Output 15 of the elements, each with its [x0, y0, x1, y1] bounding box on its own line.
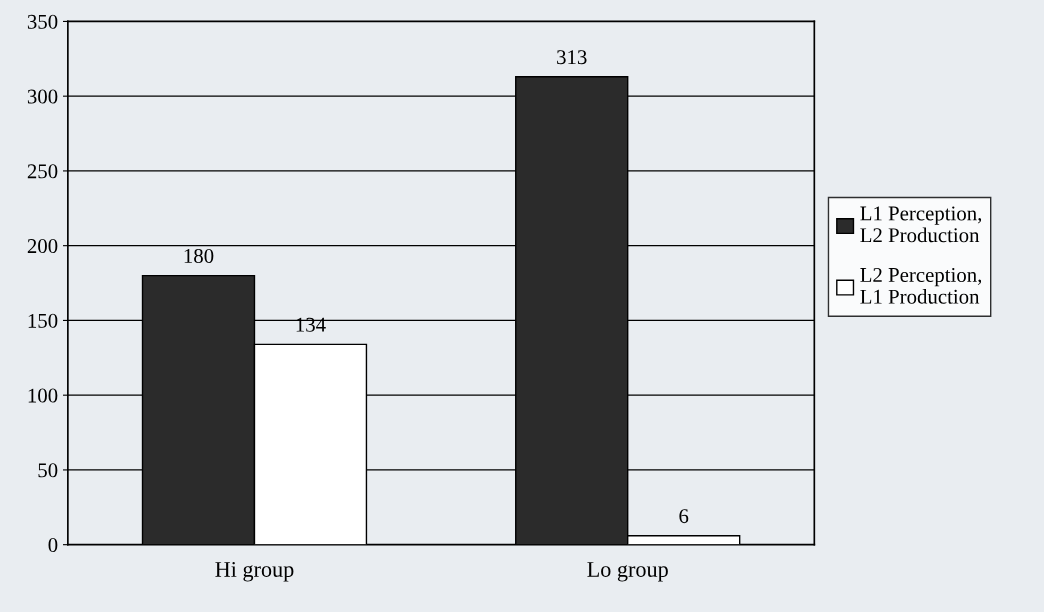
- y-tick-label: 350: [27, 14, 58, 29]
- y-tick-label: 300: [27, 89, 58, 104]
- y-tick-label: 250: [27, 164, 58, 179]
- data-label: 180: [184, 248, 214, 264]
- data-label: 313: [557, 50, 587, 65]
- y-tick-label: 200: [27, 239, 58, 254]
- legend-label: L1 Perception, L2 Production: [860, 206, 982, 243]
- x-tick-label: Hi group: [215, 561, 294, 582]
- y-tick-label: 150: [28, 313, 58, 328]
- x-tick-label: Lo group: [587, 562, 668, 582]
- data-label: 6: [679, 509, 689, 524]
- legend-label: L2 Perception, L1 Production: [860, 267, 982, 304]
- y-tick-label: 0: [48, 538, 58, 553]
- y-tick-label: 50: [38, 463, 58, 478]
- y-tick-label: 100: [28, 388, 58, 403]
